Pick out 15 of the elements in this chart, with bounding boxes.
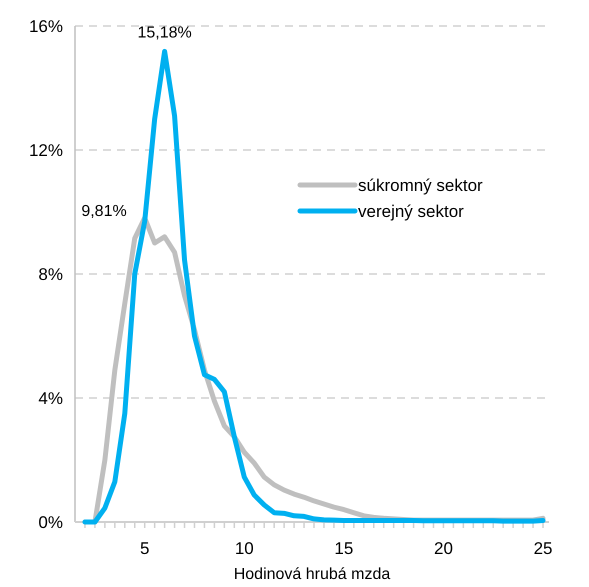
annotation: 9,81%: [81, 202, 127, 220]
y-tick-label: 0%: [38, 512, 63, 532]
legend-label: verejný sektor: [358, 202, 464, 221]
y-tick-label: 4%: [38, 388, 63, 408]
x-tick-label: 20: [434, 539, 453, 558]
x-tick-label: 15: [334, 539, 354, 558]
x-tick-label: 5: [140, 539, 150, 558]
y-tick-label: 8%: [38, 264, 63, 284]
y-tick-label: 12%: [28, 140, 63, 160]
x-tick-label: 10: [234, 539, 254, 558]
annotation: 15,18%: [137, 24, 192, 42]
x-tick-label: 25: [534, 539, 552, 558]
y-tick-label: 16%: [28, 16, 63, 36]
x-axis-title: Hodinová hrubá mzda: [234, 566, 390, 583]
legend-label: súkromný sektor: [358, 176, 484, 195]
